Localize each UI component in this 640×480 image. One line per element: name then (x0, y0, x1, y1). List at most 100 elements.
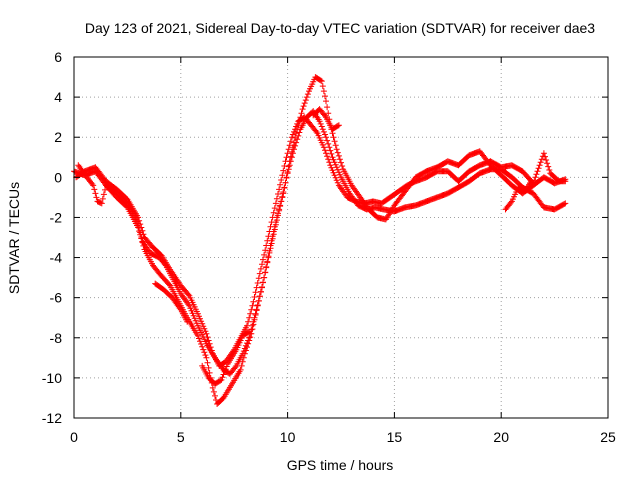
data-point (334, 122, 341, 129)
data-point (255, 297, 262, 304)
data-point (232, 364, 239, 371)
data-point (296, 129, 303, 136)
data-point (137, 221, 144, 228)
data-point (239, 350, 246, 357)
data-point (138, 224, 145, 231)
data-point (241, 345, 248, 352)
data-point (203, 330, 210, 337)
data-point (317, 120, 324, 127)
data-point (333, 146, 340, 153)
data-point (279, 193, 286, 200)
data-point (332, 142, 339, 149)
y-tick-label: -10 (42, 370, 62, 386)
data-point (202, 352, 209, 359)
y-tick-label: -8 (50, 330, 63, 346)
data-point (196, 335, 202, 342)
data-point (294, 120, 301, 127)
data-point (251, 294, 258, 300)
x-tick-label: 0 (70, 429, 78, 445)
data-point (318, 123, 325, 130)
data-point (252, 289, 259, 296)
data-point (212, 392, 218, 399)
y-tick-label: 6 (54, 49, 62, 65)
series-trace-g (502, 178, 535, 213)
data-point (562, 178, 569, 185)
data-point (320, 144, 327, 151)
data-point (219, 374, 226, 381)
data-point (205, 337, 212, 344)
data-point (245, 337, 252, 344)
data-point (248, 306, 255, 313)
data-point (544, 160, 551, 167)
data-point (90, 182, 97, 189)
data-point (533, 171, 540, 178)
data-point (284, 150, 291, 157)
data-point (203, 354, 210, 361)
data-point (319, 83, 326, 90)
data-point (507, 199, 514, 206)
data-point (240, 348, 247, 355)
data-point (562, 200, 569, 207)
data-point (260, 279, 266, 286)
data-point (166, 281, 173, 288)
data-point (242, 342, 249, 349)
data-point (322, 112, 328, 119)
data-point (291, 128, 297, 135)
data-point (269, 214, 276, 221)
data-point (325, 110, 332, 117)
data-point (287, 158, 294, 165)
data-point (273, 217, 280, 224)
data-point (534, 168, 541, 175)
data-point (237, 366, 244, 373)
data-point (135, 214, 142, 221)
data-point (255, 275, 262, 282)
data-point (257, 289, 264, 295)
data-point (317, 77, 324, 84)
data-point (270, 209, 277, 216)
data-point (536, 162, 543, 169)
data-point (319, 126, 326, 133)
data-point (318, 78, 325, 85)
data-point (328, 150, 335, 157)
data-point (334, 179, 341, 186)
data-point (136, 217, 143, 224)
data-point (531, 177, 538, 184)
data-point (99, 195, 106, 202)
data-point (200, 323, 207, 330)
data-point (244, 322, 250, 329)
data-point (324, 104, 331, 111)
data-point (284, 170, 291, 177)
data-point (320, 88, 327, 95)
data-point (266, 228, 273, 235)
data-point (288, 154, 295, 161)
data-point (322, 131, 328, 138)
data-point (268, 219, 275, 226)
data-point (285, 146, 292, 153)
y-tick-label: -4 (50, 250, 63, 266)
data-point (207, 344, 214, 351)
data-point (262, 269, 269, 276)
data-point (93, 194, 100, 201)
data-point (331, 138, 338, 145)
data-point (542, 153, 548, 160)
data-point (217, 377, 224, 384)
data-point (316, 118, 323, 125)
y-tick-label: 0 (54, 169, 62, 185)
data-point (303, 94, 310, 101)
data-point (286, 162, 293, 169)
data-point (206, 340, 213, 347)
data-point (327, 147, 334, 154)
data-point (325, 156, 332, 163)
plot-frame (73, 56, 609, 419)
data-point (289, 131, 296, 138)
data-point (272, 221, 279, 228)
data-point (238, 362, 245, 369)
x-tick-label: 20 (493, 429, 509, 445)
data-point (275, 191, 281, 197)
data-point (280, 167, 287, 174)
data-point (244, 340, 250, 347)
data-point (139, 227, 146, 234)
data-point (250, 318, 257, 325)
y-tick-label: 2 (54, 129, 62, 145)
data-point (253, 284, 260, 291)
